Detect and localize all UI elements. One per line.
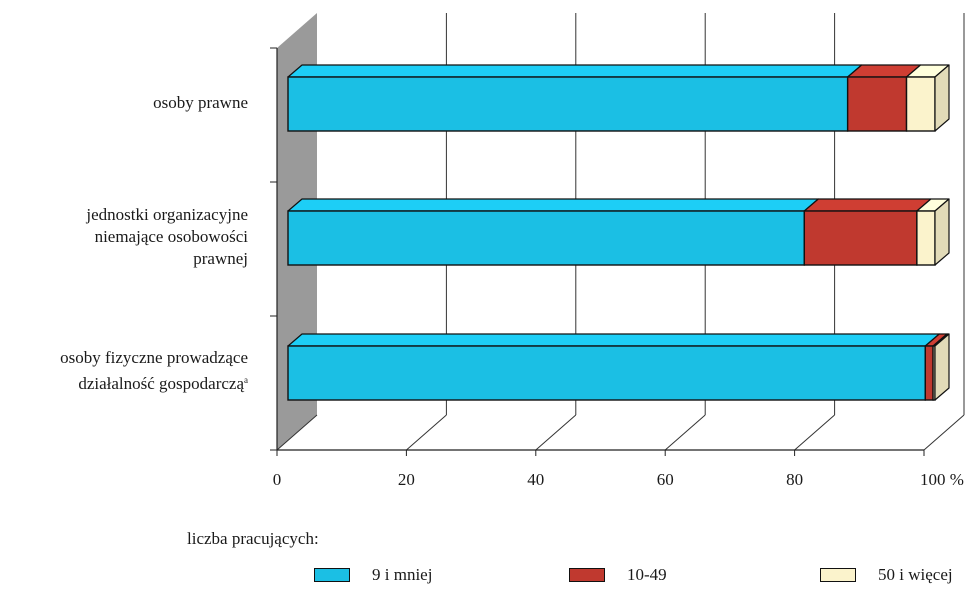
- bar-side-face: [934, 333, 950, 401]
- x-tick-label: 20: [398, 470, 415, 489]
- bar-segment: [287, 345, 926, 401]
- legend-swatch-large: [820, 568, 856, 582]
- bar-segment: [905, 76, 936, 132]
- bar-top-face: [803, 198, 932, 212]
- bar-segment: [287, 210, 806, 266]
- legend-item-small: 9 i mniej: [314, 565, 433, 584]
- footnote-mark: a: [244, 375, 248, 385]
- x-tick-label: 0: [273, 470, 282, 489]
- bar-segment: [803, 210, 918, 266]
- bar-side-face: [934, 64, 950, 132]
- bar-top-face: [287, 333, 940, 347]
- gridline-floor: [794, 414, 835, 451]
- x-tick-label: 80: [786, 470, 803, 489]
- bar-segment: [916, 210, 936, 266]
- legend-label-small: 9 i mniej: [372, 565, 433, 584]
- x-tick-label: 60: [657, 470, 674, 489]
- bar-segment: [287, 76, 849, 132]
- category-label-text: osoby fizyczne prowadzące działalność go…: [60, 348, 248, 393]
- category-label-jednostki-organizacyjne: jednostki organizacyjne niemające osobow…: [86, 205, 248, 268]
- legend-title: liczba pracujących:: [187, 529, 319, 548]
- legend-label-large: 50 i więcej: [878, 565, 953, 584]
- category-label-osoby-fizyczne: osoby fizyczne prowadzące działalność go…: [60, 347, 248, 395]
- legend-swatch-medium: [569, 568, 605, 582]
- x-tick-label: 40: [527, 470, 544, 489]
- x-tick-label: 100 %: [920, 470, 964, 489]
- bar-segment: [924, 345, 934, 401]
- gridline-floor: [276, 414, 318, 451]
- gridline-floor: [535, 414, 577, 451]
- category-label-osoby-prawne: osoby prawne: [153, 93, 248, 112]
- bar-top-face: [287, 198, 819, 212]
- legend-item-medium: 10-49: [569, 565, 667, 584]
- legend-swatch-small: [314, 568, 350, 582]
- gridline-floor: [923, 414, 965, 451]
- bar-side-face: [934, 198, 950, 266]
- gridline-floor: [664, 414, 706, 451]
- bar-top-face: [287, 64, 863, 78]
- legend-item-large: 50 i więcej: [820, 565, 953, 584]
- legend-label-medium: 10-49: [627, 565, 667, 584]
- gridline-floor: [406, 414, 447, 451]
- bar-segment: [846, 76, 908, 132]
